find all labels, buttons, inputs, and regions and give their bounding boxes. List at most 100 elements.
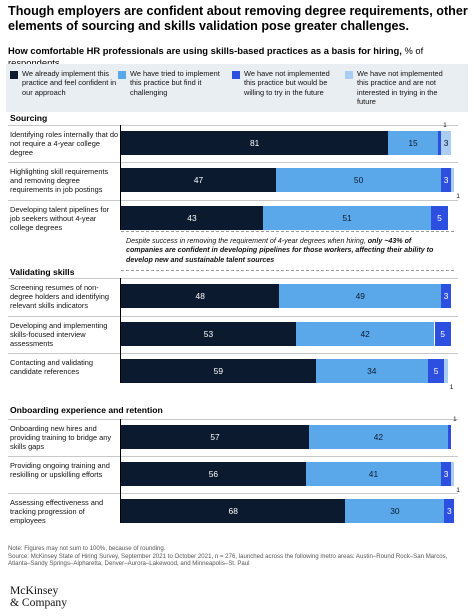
data-label: 30 bbox=[390, 506, 400, 516]
row-divider bbox=[8, 419, 458, 420]
data-label: 1 bbox=[443, 122, 447, 129]
data-label: 43 bbox=[187, 213, 197, 223]
axis-line bbox=[120, 125, 121, 230]
bar-segment bbox=[447, 425, 451, 449]
section-heading: Sourcing bbox=[10, 113, 48, 123]
data-label: 49 bbox=[355, 291, 365, 301]
mckinsey-logo: McKinsey & Company bbox=[10, 585, 67, 609]
row-divider bbox=[8, 316, 458, 317]
bar-segment bbox=[121, 284, 280, 308]
data-label: 3 bbox=[443, 175, 449, 185]
legend-swatch bbox=[10, 71, 18, 79]
data-label: 1 bbox=[456, 487, 460, 494]
bar-segment bbox=[388, 131, 438, 155]
bar-segment bbox=[121, 206, 263, 230]
bar-segment bbox=[444, 359, 448, 383]
bar-segment bbox=[279, 284, 442, 308]
data-label: 5 bbox=[433, 366, 439, 376]
bar-segment bbox=[451, 168, 455, 192]
bar-segment bbox=[441, 131, 451, 155]
logo-line-2: & Company bbox=[10, 596, 68, 609]
row-divider bbox=[8, 353, 458, 354]
bar-segment bbox=[121, 499, 346, 523]
data-label: 1 bbox=[453, 416, 457, 423]
data-label: 1 bbox=[449, 384, 454, 391]
bar-segment bbox=[315, 359, 428, 383]
data-label: 5 bbox=[437, 213, 442, 223]
bar-segment bbox=[441, 284, 451, 308]
row-label: Screening resumes of non-degree holders … bbox=[10, 283, 110, 311]
data-label: 42 bbox=[373, 432, 384, 442]
row-divider bbox=[8, 162, 458, 163]
legend-label: We have not implemented this practice bu… bbox=[244, 69, 330, 97]
row-divider bbox=[8, 493, 458, 494]
section-heading: Validating skills bbox=[10, 267, 75, 277]
data-label: 56 bbox=[208, 469, 219, 479]
row-label: Developing and implementing skills-focus… bbox=[10, 321, 108, 349]
logo-line-1: McKinsey bbox=[10, 584, 59, 597]
bar-segment bbox=[262, 206, 432, 230]
bar-segment bbox=[345, 499, 445, 523]
data-label: 3 bbox=[443, 291, 449, 301]
bar-segment bbox=[431, 206, 448, 230]
callout-annotation: Despite success in removing the requirem… bbox=[126, 237, 448, 265]
section-heading: Onboarding experience and retention bbox=[10, 405, 163, 415]
data-label: 5 bbox=[440, 329, 446, 339]
row-divider bbox=[8, 200, 458, 201]
row-label: Developing talent pipelines for job seek… bbox=[10, 205, 110, 233]
subtitle-bold: How comfortable HR professionals are usi… bbox=[8, 45, 402, 56]
bar-segment bbox=[441, 462, 451, 486]
data-label: 3 bbox=[443, 138, 449, 148]
row-label: Contacting and validating candidate refe… bbox=[10, 358, 93, 377]
legend-swatch bbox=[232, 71, 240, 79]
bar-segment bbox=[121, 131, 389, 155]
legend-swatch bbox=[345, 71, 353, 79]
data-label: 41 bbox=[368, 469, 379, 479]
callout-italic: Despite success in removing the requirem… bbox=[126, 237, 368, 245]
data-label: 47 bbox=[193, 175, 204, 185]
data-label: 48 bbox=[195, 291, 205, 301]
data-label: 34 bbox=[367, 366, 377, 376]
legend-label: We have tried to implement this practice… bbox=[130, 69, 220, 97]
bar-segment bbox=[437, 131, 442, 155]
bar-segment bbox=[121, 322, 296, 346]
callout-frame bbox=[121, 231, 454, 271]
footnote: Note: Figures may not sum to 100%, becau… bbox=[8, 545, 448, 568]
bar-segment bbox=[441, 168, 451, 192]
data-label: 68 bbox=[228, 506, 238, 516]
chart-title: Though employers are confident about rem… bbox=[8, 4, 468, 33]
row-divider bbox=[8, 278, 458, 279]
bar-segment bbox=[121, 168, 277, 192]
legend-label: We have not implemented this practice an… bbox=[357, 69, 443, 107]
bar-segment bbox=[451, 462, 455, 486]
chart-subtitle: How comfortable HR professionals are usi… bbox=[8, 45, 470, 69]
data-label: 42 bbox=[360, 329, 370, 339]
axis-line bbox=[120, 278, 121, 383]
data-label: 15 bbox=[408, 138, 418, 148]
data-label: 57 bbox=[210, 432, 220, 442]
data-label: 3 bbox=[447, 506, 452, 516]
legend-label: We already implement this practice and f… bbox=[22, 69, 117, 97]
row-divider bbox=[8, 125, 458, 126]
bar-segment bbox=[427, 359, 445, 383]
data-label: 50 bbox=[353, 175, 364, 185]
row-label: Providing ongoing training and reskillin… bbox=[10, 461, 110, 480]
data-label: 1 bbox=[456, 193, 460, 200]
bar-segment bbox=[305, 462, 442, 486]
bar-segment bbox=[121, 425, 310, 449]
legend-swatch bbox=[118, 71, 126, 79]
data-label: 81 bbox=[249, 138, 260, 148]
row-label: Assessing effectiveness and tracking pro… bbox=[10, 498, 104, 526]
data-label: 51 bbox=[342, 213, 352, 223]
row-label: Highlighting skill requirements and remo… bbox=[10, 167, 109, 195]
row-divider bbox=[8, 456, 458, 457]
bar-segment bbox=[121, 359, 316, 383]
row-label: Onboarding new hires and providing train… bbox=[10, 424, 112, 452]
callout-bold: only ~43% of companies are confident in … bbox=[126, 237, 434, 264]
data-label: 59 bbox=[213, 366, 223, 376]
bar-segment bbox=[309, 425, 448, 449]
bar-segment bbox=[121, 462, 306, 486]
bar-segment bbox=[295, 322, 435, 346]
bar-segment bbox=[276, 168, 442, 192]
bar-segment bbox=[444, 499, 455, 523]
